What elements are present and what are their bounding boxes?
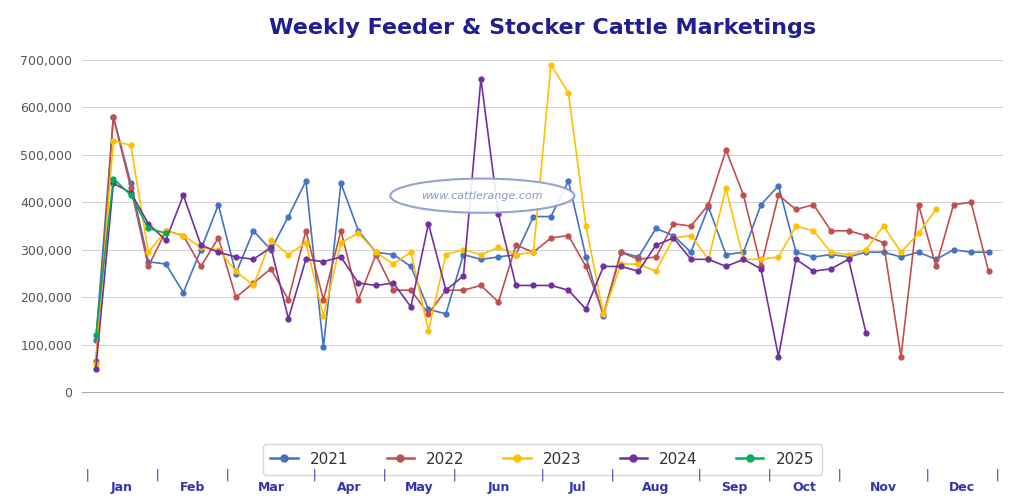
Text: Jul: Jul <box>569 481 586 494</box>
Title: Weekly Feeder & Stocker Cattle Marketings: Weekly Feeder & Stocker Cattle Marketing… <box>269 18 815 38</box>
Text: Jan: Jan <box>112 481 133 494</box>
Text: Dec: Dec <box>949 481 975 494</box>
Text: |: | <box>153 469 161 482</box>
Text: |: | <box>381 469 389 482</box>
Text: |: | <box>538 469 546 482</box>
Text: |: | <box>83 469 91 482</box>
Legend: 2021, 2022, 2023, 2024, 2025: 2021, 2022, 2023, 2024, 2025 <box>263 445 821 475</box>
Text: |: | <box>451 469 458 482</box>
Text: Feb: Feb <box>179 481 205 494</box>
Text: |: | <box>836 469 844 482</box>
Ellipse shape <box>390 179 574 213</box>
Text: |: | <box>766 469 773 482</box>
Text: Nov: Nov <box>870 481 897 494</box>
Text: Sep: Sep <box>721 481 748 494</box>
Text: Oct: Oct <box>793 481 816 494</box>
Text: |: | <box>993 469 1002 482</box>
Text: |: | <box>696 469 704 482</box>
Text: |: | <box>223 469 231 482</box>
Text: |: | <box>924 469 931 482</box>
Text: |: | <box>609 469 616 482</box>
Text: Mar: Mar <box>258 481 284 494</box>
Text: Jun: Jun <box>487 481 509 494</box>
Text: Aug: Aug <box>642 481 670 494</box>
Text: Apr: Apr <box>338 481 362 494</box>
Text: www.cattlerange.com: www.cattlerange.com <box>421 191 543 201</box>
Text: May: May <box>405 481 434 494</box>
Text: |: | <box>311 469 318 482</box>
